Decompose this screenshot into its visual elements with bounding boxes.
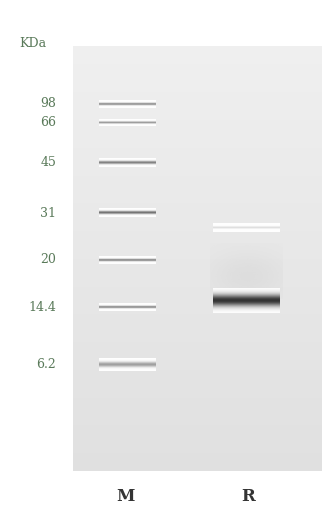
Text: 66: 66 xyxy=(40,116,56,129)
Text: 6.2: 6.2 xyxy=(36,358,56,371)
Text: 14.4: 14.4 xyxy=(28,301,56,313)
Text: 45: 45 xyxy=(40,156,56,169)
Text: KDa: KDa xyxy=(20,37,47,50)
Text: M: M xyxy=(117,488,135,505)
Text: 31: 31 xyxy=(40,206,56,220)
Text: 20: 20 xyxy=(40,253,56,266)
Text: 98: 98 xyxy=(40,97,56,111)
Text: R: R xyxy=(241,488,255,505)
